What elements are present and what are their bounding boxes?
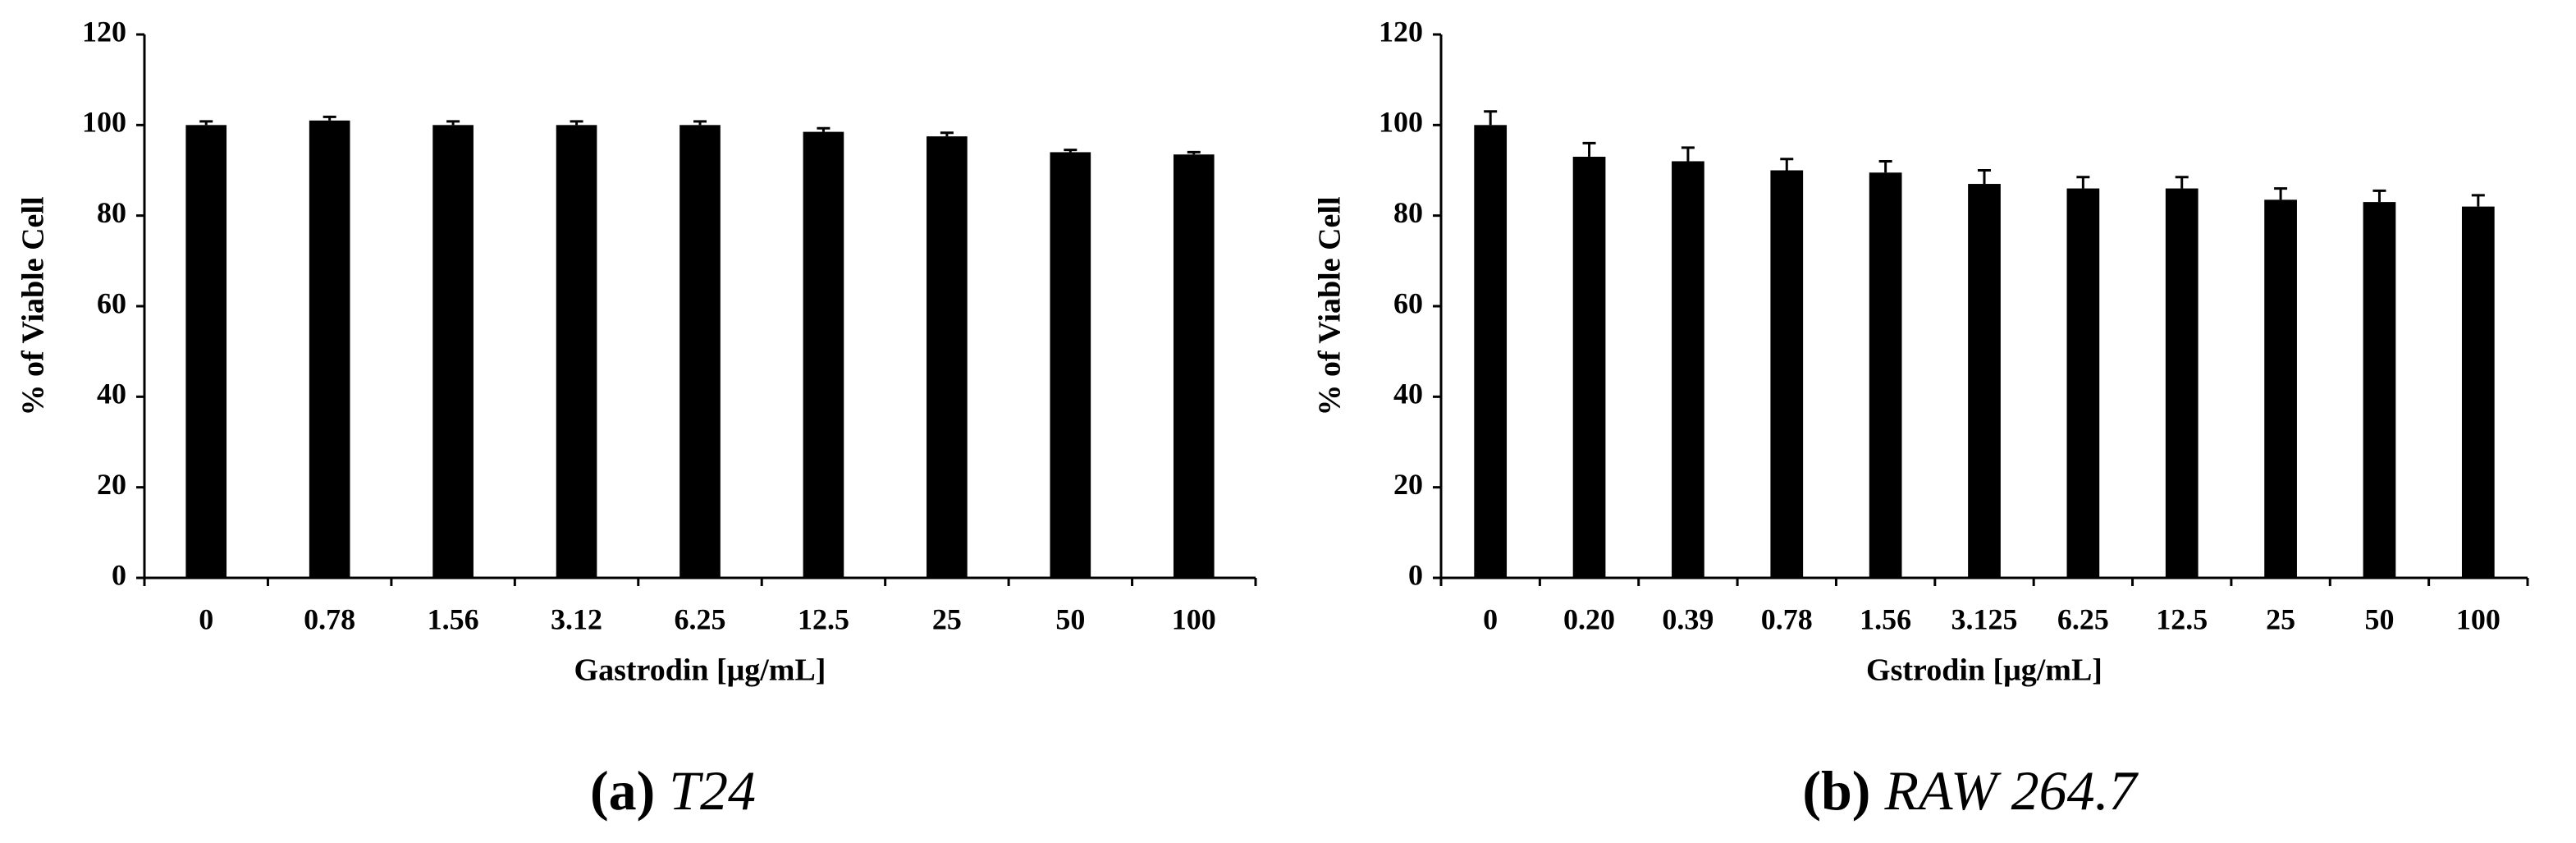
error-bar (817, 126, 830, 132)
bar (1869, 172, 1902, 578)
bar (2066, 188, 2100, 579)
caption-text: T24 (669, 759, 756, 822)
x-tick-label: 1.56 (428, 602, 479, 635)
y-tick-label: 120 (82, 15, 126, 48)
bar (1474, 125, 1508, 579)
x-tick-label: 12.5 (798, 602, 849, 635)
error-bar (2471, 194, 2485, 207)
x-tick-label: 6.25 (2057, 602, 2109, 635)
error-bar (1187, 150, 1201, 155)
bar (432, 125, 474, 579)
x-tick-label: 100 (2456, 602, 2501, 635)
error-bar (1064, 149, 1078, 153)
y-axis-title: % of Viable Cell (16, 196, 51, 415)
bar (556, 125, 597, 579)
bar (2363, 202, 2396, 578)
error-bar (2175, 176, 2189, 189)
error-bar (570, 120, 583, 126)
x-tick-label: 3.12 (551, 602, 602, 635)
caption-label: (a) (590, 759, 655, 822)
x-axis-title: Gastrodin [μg/mL] (574, 653, 826, 688)
bar (185, 125, 227, 579)
bar (1572, 156, 1606, 578)
x-tick-label: 50 (1055, 602, 1085, 635)
x-tick-label: 0.20 (1563, 602, 1615, 635)
bar (2264, 199, 2297, 578)
error-bar (2372, 189, 2386, 203)
bar (1050, 152, 1091, 578)
caption: (b) RAW 264.7 (1802, 759, 2139, 822)
caption-text: RAW 264.7 (1883, 759, 2139, 822)
error-bar (1681, 146, 1695, 162)
error-bar (2274, 187, 2288, 200)
x-tick-label: 25 (2266, 602, 2295, 635)
x-tick-label: 3.125 (1951, 602, 2018, 635)
x-tick-label: 100 (1172, 602, 1216, 635)
bar (309, 120, 350, 579)
y-tick-label: 20 (1393, 468, 1423, 501)
error-bar (1978, 169, 1991, 185)
y-tick-label: 80 (1393, 196, 1423, 229)
bar (679, 125, 721, 579)
x-tick-label: 0.78 (304, 602, 355, 635)
y-tick-label: 120 (1379, 15, 1423, 48)
y-tick-label: 100 (82, 106, 126, 139)
error-bar (693, 120, 707, 126)
bar (2461, 206, 2495, 578)
error-bar (940, 131, 954, 137)
x-axis-title: Gstrodin [μg/mL] (1866, 653, 2102, 688)
error-bar (1484, 110, 1498, 126)
bar (2165, 188, 2199, 579)
y-tick-label: 0 (1408, 558, 1423, 591)
x-tick-label: 12.5 (2156, 602, 2208, 635)
error-bar (323, 115, 336, 121)
bar (1672, 161, 1704, 578)
caption: (a) T24 (590, 759, 756, 822)
x-tick-label: 0.78 (1761, 602, 1813, 635)
y-tick-label: 60 (97, 286, 126, 319)
bar (1770, 170, 1804, 578)
x-tick-label: 0 (199, 602, 213, 635)
error-bar (1780, 158, 1794, 171)
bar (1173, 154, 1215, 579)
y-tick-label: 100 (1379, 106, 1423, 139)
y-axis-title: % of Viable Cell (1313, 196, 1347, 415)
error-bar (1582, 141, 1596, 157)
x-tick-label: 1.56 (1860, 602, 1911, 635)
y-tick-label: 80 (97, 196, 126, 229)
y-tick-label: 60 (1393, 286, 1423, 319)
x-tick-label: 0 (1483, 602, 1498, 635)
x-tick-label: 50 (2364, 602, 2394, 635)
error-bar (2076, 176, 2090, 189)
y-tick-label: 40 (97, 378, 126, 410)
bar (1968, 184, 2001, 579)
x-tick-label: 0.39 (1662, 602, 1714, 635)
x-tick-label: 25 (932, 602, 962, 635)
error-bar (199, 120, 213, 126)
error-bar (446, 120, 460, 126)
x-tick-label: 6.25 (675, 602, 726, 635)
bar (803, 131, 844, 578)
y-tick-label: 20 (97, 468, 126, 501)
error-bar (1878, 159, 1892, 173)
y-tick-label: 0 (112, 558, 126, 591)
bar (927, 136, 968, 578)
caption-label: (b) (1802, 759, 1870, 822)
y-tick-label: 40 (1393, 378, 1423, 410)
